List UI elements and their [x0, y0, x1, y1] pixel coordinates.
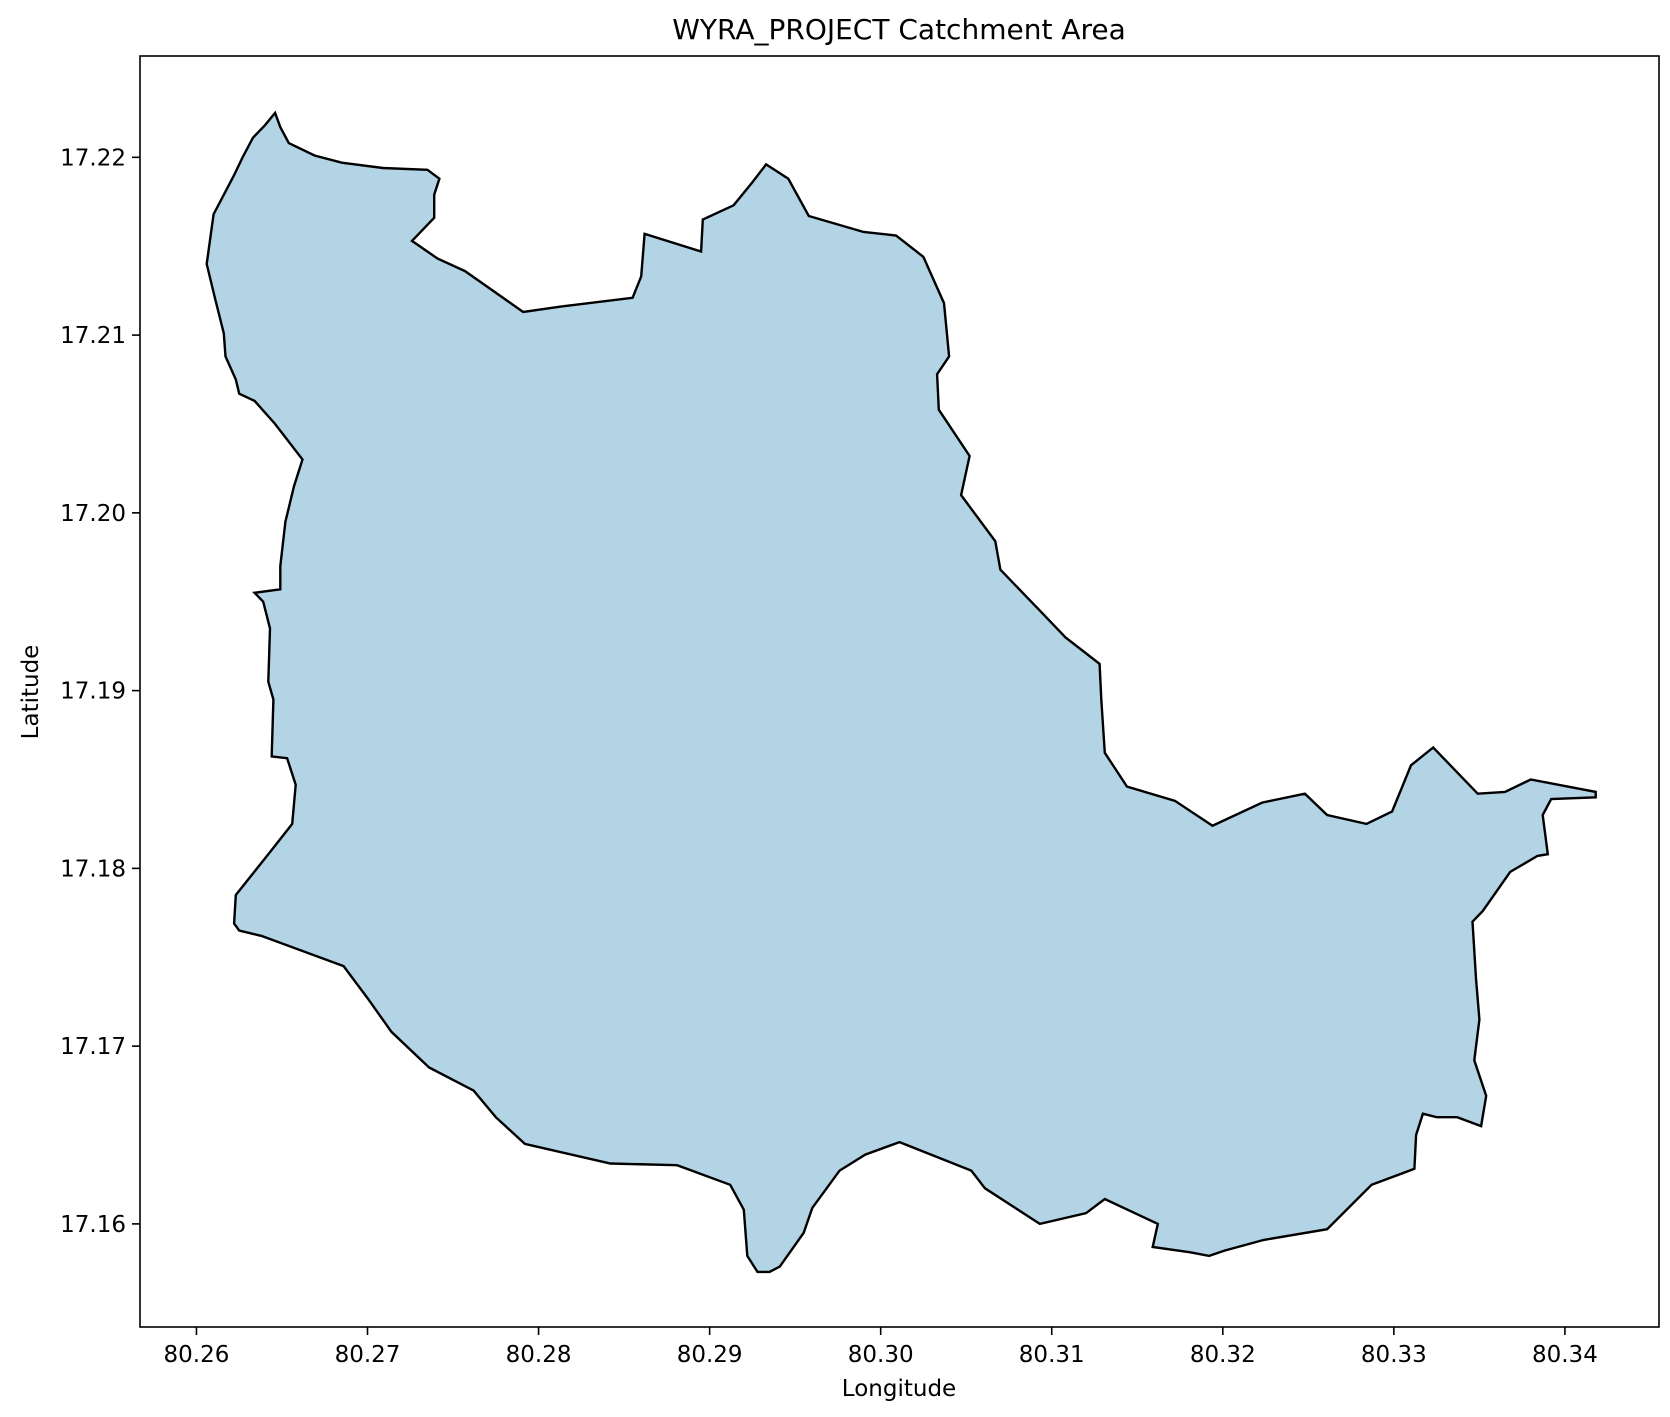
y-tick-label: 17.19: [60, 679, 126, 705]
chart-title: WYRA_PROJECT Catchment Area: [672, 13, 1126, 46]
y-tick-label: 17.22: [60, 145, 126, 171]
y-tick-label: 17.18: [60, 856, 126, 882]
x-tick-label: 80.31: [1019, 1342, 1085, 1368]
plot-area-frame: [139, 55, 1660, 1328]
x-tick-label: 80.34: [1532, 1342, 1598, 1368]
x-tick-label: 80.28: [506, 1342, 572, 1368]
x-tick-label: 80.27: [335, 1342, 401, 1368]
x-tick-label: 80.33: [1361, 1342, 1427, 1368]
x-tick-label: 80.26: [164, 1342, 230, 1368]
y-tick-label: 17.20: [60, 501, 126, 527]
x-tick-label: 80.32: [1190, 1342, 1256, 1368]
catchment-polygon: [205, 110, 1597, 1274]
y-tick-label: 17.21: [60, 323, 126, 349]
x-axis-title: Longitude: [842, 1376, 956, 1402]
x-tick-label: 80.30: [848, 1342, 914, 1368]
y-axis-title: Latitude: [18, 645, 44, 740]
y-tick-label: 17.17: [60, 1034, 126, 1060]
y-tick-label: 17.16: [60, 1212, 126, 1238]
x-tick-label: 80.29: [677, 1342, 743, 1368]
